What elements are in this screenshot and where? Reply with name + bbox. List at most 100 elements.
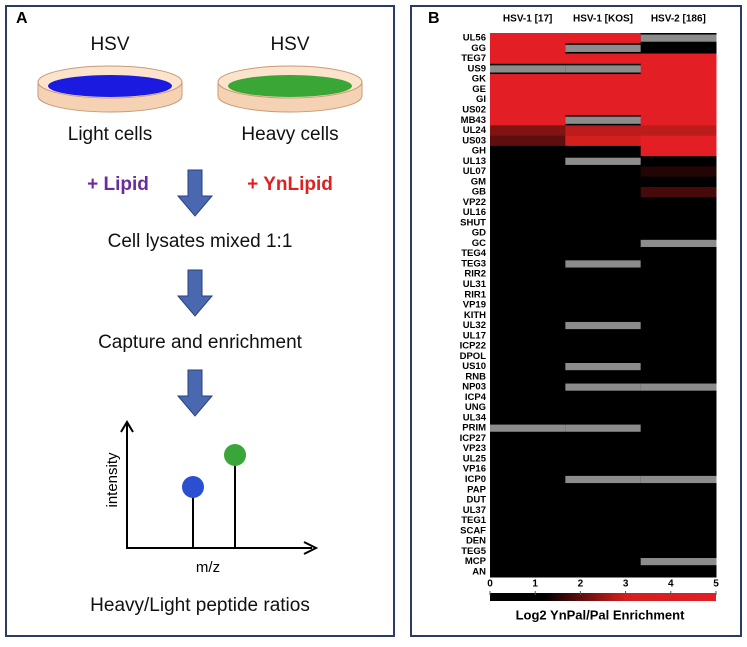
heatmap-cell [641, 372, 717, 383]
heatmap-cell [490, 454, 566, 465]
heatmap-cell [490, 300, 566, 311]
heatmap-cell [641, 156, 717, 167]
heatmap-cell [641, 320, 717, 331]
heatmap-cell [490, 382, 566, 393]
heatmap-cell [565, 187, 641, 198]
heatmap-cell [565, 536, 641, 547]
heatmap-cell [641, 536, 717, 547]
heatmap-cell [641, 146, 717, 157]
heatmap-cell [565, 322, 641, 329]
heatmap-cell [565, 269, 641, 280]
virus-label: HSV [270, 34, 309, 55]
colorbar-tick-label: 2 [578, 579, 584, 590]
heatmap-cell [490, 269, 566, 280]
colorbar-tick-label: 1 [532, 579, 538, 590]
heatmap-cell [490, 115, 566, 126]
heatmap-cell [641, 331, 717, 342]
heatmap-cell [490, 279, 566, 290]
heatmap-cell [641, 384, 717, 391]
heatmap-cell [565, 556, 641, 567]
dish-heavy [218, 66, 362, 112]
heatmap-cell [490, 218, 566, 229]
heatmap-cell [641, 341, 717, 352]
heatmap-cell [490, 515, 566, 526]
heatmap-cell [565, 136, 641, 147]
heatmap-cell [641, 35, 717, 42]
heatmap-cell [641, 495, 717, 506]
heatmap-cell [565, 74, 641, 85]
heatmap-cell [490, 207, 566, 218]
heatmap-cell [641, 269, 717, 280]
ynlipid-label: + YnLipid [247, 174, 333, 195]
heatmap-cell [641, 392, 717, 403]
heatmap-cell [641, 54, 717, 65]
heatmap-cell [565, 526, 641, 537]
heatmap-cell [641, 546, 717, 557]
step-label: Capture and enrichment [98, 332, 303, 353]
heatmap-cell [565, 372, 641, 383]
result-label: Heavy/Light peptide ratios [90, 595, 310, 616]
heatmap-cell [641, 351, 717, 362]
heatmap-cell [490, 290, 566, 301]
heatmap-cell [565, 515, 641, 526]
heatmap-cell [641, 95, 717, 106]
heatmap-cell [490, 341, 566, 352]
heatmap-cell [641, 403, 717, 414]
heatmap-cell [565, 146, 641, 157]
heatmap-cell [565, 331, 641, 342]
heatmap-cell [490, 361, 566, 372]
heatmap-cell [565, 505, 641, 516]
heatmap-cell [641, 300, 717, 311]
heatmap-cell [641, 125, 717, 136]
heatmap-cell [490, 259, 566, 270]
heatmap-cell [565, 413, 641, 424]
heatmap-cell [641, 43, 717, 54]
heatmap-cell [490, 249, 566, 260]
heatmap-cell [565, 403, 641, 414]
heatmap-cell [490, 95, 566, 106]
arrow [178, 170, 212, 216]
heatmap-cell [490, 84, 566, 95]
row-label: AN [472, 566, 486, 577]
heatmap-cell [490, 485, 566, 496]
heatmap-cell [490, 156, 566, 167]
colorbar-tick-label: 3 [623, 579, 629, 590]
heatmap-cell [641, 228, 717, 239]
heatmap-cell [641, 290, 717, 301]
heatmap-cell [490, 536, 566, 547]
heatmap-cell [565, 300, 641, 311]
colorbar [490, 593, 716, 601]
heatmap-cell [565, 218, 641, 229]
cells-label: Light cells [68, 124, 153, 145]
heatmap-cell [490, 413, 566, 424]
heatmap-cell [641, 361, 717, 372]
column-label: HSV-1 [17] [503, 14, 552, 25]
step-label: Cell lysates mixed 1:1 [108, 231, 293, 252]
heatmap-cell [565, 392, 641, 403]
heatmap-cell [490, 495, 566, 506]
heatmap-cell [565, 485, 641, 496]
heatmap-cell [490, 444, 566, 455]
heatmap-cell [490, 464, 566, 475]
heatmap-cell [490, 320, 566, 331]
heatmap-cell [565, 249, 641, 260]
heatmap-cell [565, 45, 641, 52]
heatmap-cell [565, 65, 641, 72]
heatmap-cell [565, 341, 641, 352]
heatmap-cell [490, 197, 566, 208]
heatmap-cell [490, 392, 566, 403]
heatmap-cell [565, 238, 641, 249]
heatmap-cell [565, 454, 641, 465]
heatmap-cell [565, 476, 641, 483]
heatmap-cell [565, 290, 641, 301]
heatmap-cell [490, 136, 566, 147]
heatmap-cell [641, 115, 717, 126]
heatmap-cell [565, 546, 641, 557]
heatmap-cell [565, 444, 641, 455]
heatmap-cell [641, 218, 717, 229]
heatmap-cell [490, 505, 566, 516]
heatmap-cell [641, 526, 717, 537]
heatmap-cell [641, 567, 717, 578]
heatmap-cell [490, 105, 566, 116]
